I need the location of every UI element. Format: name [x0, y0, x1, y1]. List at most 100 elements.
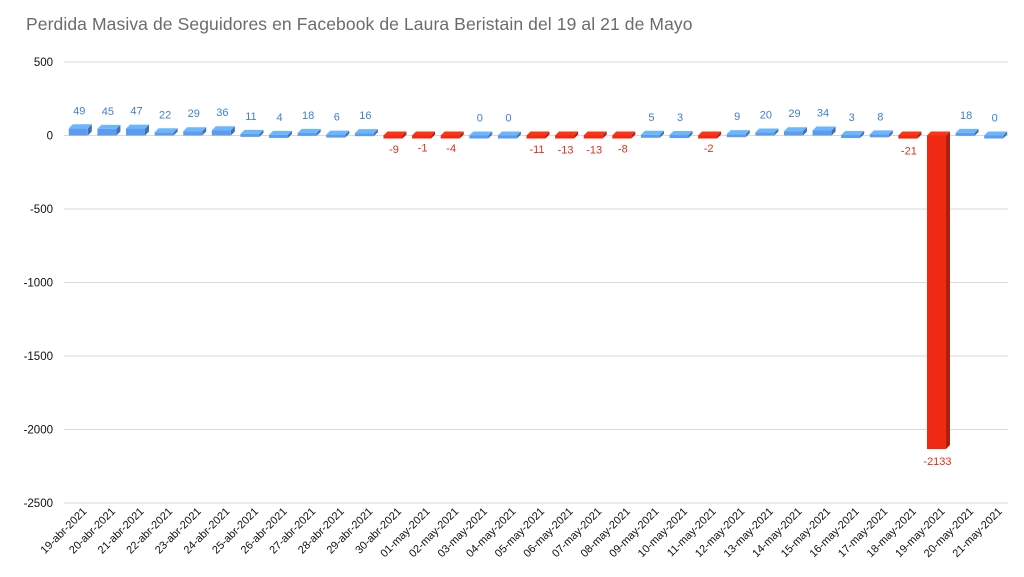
data-label: 16 — [359, 110, 371, 122]
bar-front — [354, 133, 374, 137]
y-tick-label: 0 — [47, 131, 53, 143]
data-label: 0 — [477, 113, 483, 125]
bar-top — [97, 124, 121, 129]
bar — [640, 130, 664, 138]
bar-side — [116, 124, 121, 136]
bar — [755, 128, 779, 136]
bar-side — [888, 130, 893, 138]
bar-top — [412, 131, 436, 136]
bar — [269, 130, 293, 138]
bar-front — [698, 135, 718, 139]
bar-side — [316, 128, 321, 136]
bar-front — [497, 135, 517, 139]
y-tick-label: -2000 — [24, 425, 53, 437]
bar-front — [440, 135, 460, 139]
bar-top — [526, 131, 550, 136]
bar — [412, 131, 436, 139]
bar-top — [154, 128, 178, 133]
bar-top — [583, 131, 607, 136]
y-tick-label: -1500 — [24, 351, 53, 363]
bar — [126, 124, 150, 136]
data-label: 11 — [245, 111, 256, 123]
data-label: -21 — [901, 146, 917, 158]
y-tick-label: 500 — [34, 57, 53, 69]
data-labels: 49 45 47 22 29 36 11 4 18 6 16 -9 -1 -4 0 0 -11 -13 -13 -8 5… — [73, 105, 998, 468]
bar-side — [1003, 131, 1008, 139]
data-label: 36 — [216, 107, 228, 119]
bar — [297, 128, 321, 136]
bar-front — [669, 135, 689, 139]
bar-front — [154, 132, 174, 136]
bar-top — [698, 131, 722, 136]
bar-side — [774, 128, 779, 136]
bar-side — [259, 129, 264, 137]
bar-side — [230, 126, 235, 136]
bar-side — [431, 131, 436, 139]
y-tick-label: -2500 — [24, 498, 53, 510]
bar-side — [202, 127, 207, 136]
bar-front — [869, 134, 889, 138]
bar-front — [955, 132, 975, 136]
data-label: -11 — [529, 144, 544, 156]
bar-side — [545, 131, 550, 139]
data-label: 4 — [276, 112, 282, 124]
bar-top — [726, 130, 750, 135]
bar — [841, 131, 865, 139]
data-label: 49 — [73, 105, 85, 117]
bar-side — [974, 128, 979, 136]
bar-top — [497, 131, 521, 136]
bar-front — [726, 134, 746, 138]
data-label: 29 — [188, 108, 200, 120]
data-label: 20 — [760, 110, 772, 122]
bar-front — [555, 135, 575, 139]
bar-top — [669, 131, 693, 136]
bar-front — [783, 131, 803, 136]
data-label: 9 — [734, 111, 740, 123]
bar-top — [183, 127, 207, 132]
bar-front — [812, 130, 832, 136]
data-label: 6 — [334, 112, 340, 124]
data-label: 0 — [505, 113, 511, 125]
bar-top — [354, 129, 378, 134]
data-label: -2 — [704, 143, 714, 155]
bar-front — [383, 135, 403, 139]
bar — [555, 131, 579, 139]
bar-side — [602, 131, 607, 139]
bar — [240, 129, 264, 137]
bar-side — [574, 131, 579, 139]
bar-front — [269, 134, 289, 138]
bar-top — [383, 131, 407, 136]
bar — [469, 131, 493, 139]
bar-front — [68, 128, 88, 136]
bar-front — [326, 134, 346, 138]
bar — [183, 127, 207, 136]
bar-top — [812, 126, 836, 131]
bar-side — [345, 130, 350, 138]
data-label: 18 — [960, 110, 972, 122]
bar-side — [945, 131, 950, 450]
bar — [984, 131, 1008, 139]
bar-side — [802, 127, 807, 136]
bar-front — [240, 133, 260, 137]
bar — [526, 131, 550, 139]
bar-side — [659, 130, 664, 138]
bar-front — [583, 135, 603, 139]
bar-side — [459, 131, 464, 139]
bar-top — [269, 130, 293, 135]
bar — [326, 130, 350, 138]
bar — [812, 126, 836, 136]
bar-side — [173, 128, 178, 136]
bar-top — [469, 131, 493, 136]
bar-top — [68, 124, 92, 129]
bar-front — [926, 135, 946, 450]
bar-side — [860, 131, 865, 139]
bar-side — [288, 130, 293, 138]
data-label: 45 — [102, 106, 114, 118]
bar-front — [755, 132, 775, 136]
bar-top — [926, 131, 950, 136]
bar-top — [898, 131, 922, 136]
bar-side — [87, 124, 92, 136]
bar-top — [240, 129, 264, 134]
data-label: 3 — [849, 112, 855, 124]
